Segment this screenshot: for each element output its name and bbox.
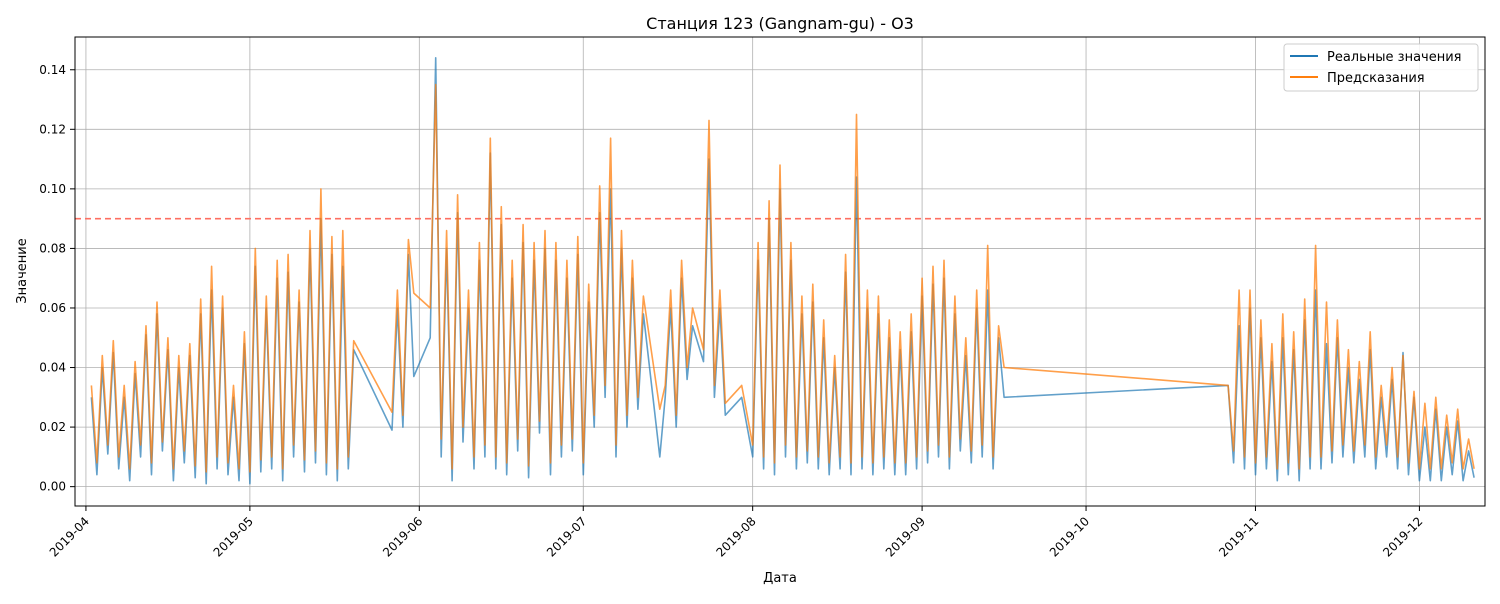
y-tick-label: 0.06 <box>39 301 66 315</box>
legend-box <box>1283 43 1479 92</box>
y-tick-label: 0.00 <box>39 480 66 494</box>
x-tick-label: 2019-05 <box>211 514 256 559</box>
x-tick-label: 2019-12 <box>1380 514 1425 559</box>
y-tick-label: 0.04 <box>39 361 66 375</box>
chart-title: Станция 123 (Gangnam-gu) - O3 <box>646 14 914 33</box>
y-tick-label: 0.10 <box>39 182 66 196</box>
plot-frame <box>74 36 1486 507</box>
y-tick-label: 0.12 <box>39 122 66 136</box>
legend-label-real: Реальные значения <box>1327 50 1462 65</box>
y-tick-label: 0.08 <box>39 241 66 255</box>
x-axis-label: Дата <box>763 571 797 586</box>
grid-lines <box>75 37 1485 506</box>
x-tick-label: 2019-10 <box>1047 514 1092 559</box>
series-layer <box>90 56 1475 485</box>
y-tick-label: 0.02 <box>39 420 66 434</box>
x-tick-label: 2019-07 <box>544 514 589 559</box>
series-line-pred <box>90 83 1475 473</box>
axis-ticks: 2019-04 2019-05 2019-06 2019-07 2019-08 2019-… <box>39 63 1425 560</box>
legend: Реальные значения Предсказания <box>1283 43 1479 92</box>
x-tick-label: 2019-09 <box>883 514 928 559</box>
x-tick-label: 2019-04 <box>47 514 92 559</box>
legend-label-pred: Предсказания <box>1327 71 1425 86</box>
y-axis-label: Значение <box>15 238 30 303</box>
x-tick-label: 2019-11 <box>1216 514 1261 559</box>
x-tick-label: 2019-06 <box>380 514 425 559</box>
y-tick-label: 0.14 <box>39 63 66 77</box>
x-tick-label: 2019-08 <box>713 514 758 559</box>
